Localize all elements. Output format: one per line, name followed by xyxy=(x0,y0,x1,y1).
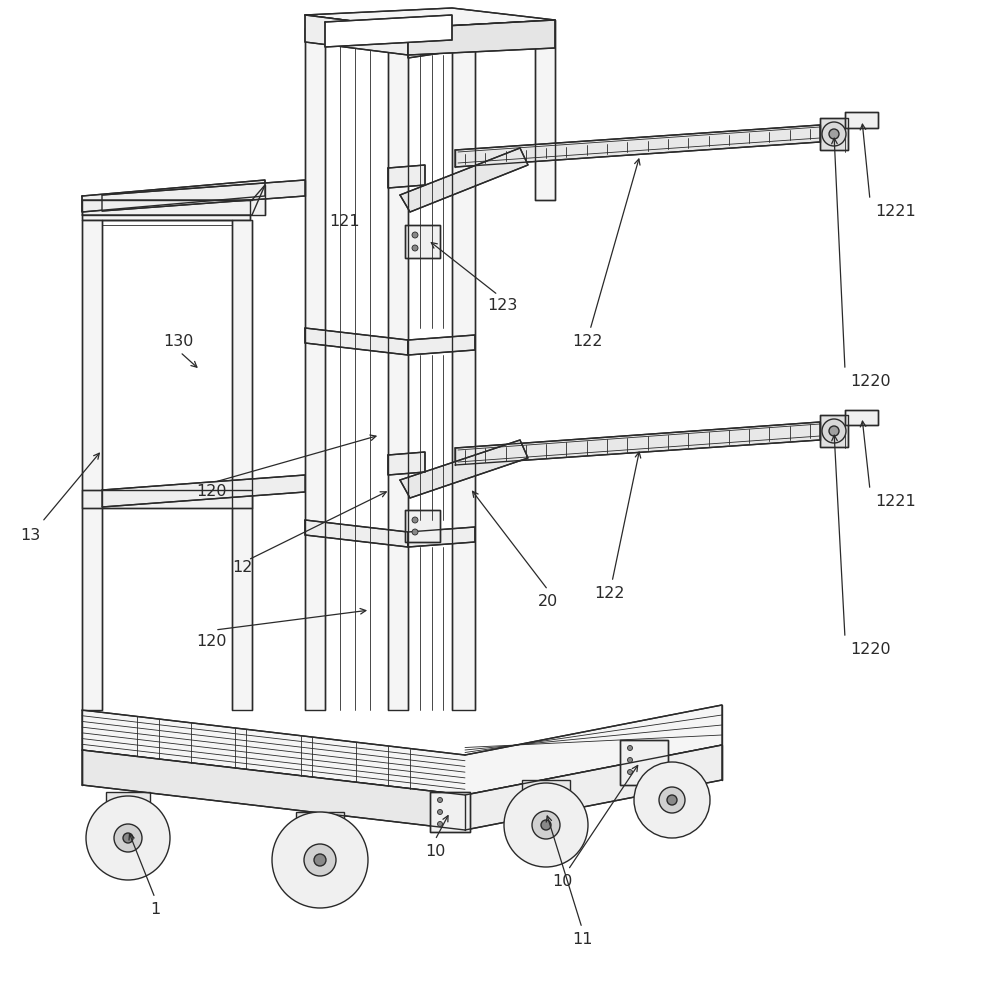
Circle shape xyxy=(314,854,326,866)
Polygon shape xyxy=(305,8,555,28)
Polygon shape xyxy=(400,440,528,498)
Text: 1220: 1220 xyxy=(850,374,891,389)
Text: 1: 1 xyxy=(150,902,161,918)
Circle shape xyxy=(412,529,418,535)
Circle shape xyxy=(437,822,443,826)
Text: 121: 121 xyxy=(330,215,361,230)
Polygon shape xyxy=(522,780,570,796)
Polygon shape xyxy=(82,750,465,830)
Text: 10: 10 xyxy=(425,844,445,859)
Circle shape xyxy=(541,820,551,830)
Circle shape xyxy=(272,812,368,908)
Polygon shape xyxy=(452,42,475,710)
Circle shape xyxy=(627,746,632,750)
Polygon shape xyxy=(82,200,250,220)
Polygon shape xyxy=(408,335,475,355)
Text: 120: 120 xyxy=(197,485,227,499)
Polygon shape xyxy=(845,112,878,128)
Polygon shape xyxy=(845,410,878,425)
Circle shape xyxy=(437,810,443,814)
Text: 11: 11 xyxy=(572,932,593,948)
Circle shape xyxy=(822,122,846,146)
Circle shape xyxy=(86,796,170,880)
Circle shape xyxy=(114,824,142,852)
Polygon shape xyxy=(388,42,408,710)
Polygon shape xyxy=(82,185,265,215)
Polygon shape xyxy=(820,118,848,150)
Polygon shape xyxy=(388,165,425,188)
Text: 120: 120 xyxy=(197,635,227,650)
Text: 1221: 1221 xyxy=(875,205,916,220)
Circle shape xyxy=(412,245,418,251)
Text: 12: 12 xyxy=(232,560,252,576)
Circle shape xyxy=(829,426,839,436)
Polygon shape xyxy=(325,15,452,47)
Polygon shape xyxy=(620,740,668,785)
Polygon shape xyxy=(82,180,265,212)
Polygon shape xyxy=(430,792,470,832)
Polygon shape xyxy=(102,180,305,211)
Polygon shape xyxy=(82,490,252,508)
Circle shape xyxy=(123,833,133,843)
Text: 122: 122 xyxy=(573,334,604,350)
Polygon shape xyxy=(106,792,150,808)
Polygon shape xyxy=(408,527,475,547)
Polygon shape xyxy=(405,225,440,258)
Polygon shape xyxy=(82,220,102,710)
Polygon shape xyxy=(232,220,252,710)
Polygon shape xyxy=(305,520,408,547)
Polygon shape xyxy=(400,148,528,212)
Polygon shape xyxy=(305,15,408,55)
Polygon shape xyxy=(82,705,722,795)
Circle shape xyxy=(627,770,632,774)
Circle shape xyxy=(437,798,443,802)
Polygon shape xyxy=(455,125,820,167)
Text: 1221: 1221 xyxy=(875,494,916,510)
Text: 122: 122 xyxy=(595,586,625,601)
Text: 10: 10 xyxy=(552,874,572,890)
Circle shape xyxy=(532,811,560,839)
Text: 130: 130 xyxy=(163,334,193,350)
Polygon shape xyxy=(305,28,325,710)
Polygon shape xyxy=(405,510,440,542)
Polygon shape xyxy=(305,328,408,355)
Circle shape xyxy=(627,758,632,762)
Text: 1220: 1220 xyxy=(850,643,891,658)
Text: 123: 123 xyxy=(487,298,517,312)
Polygon shape xyxy=(408,20,555,55)
Polygon shape xyxy=(102,475,305,507)
Polygon shape xyxy=(820,415,848,447)
Polygon shape xyxy=(535,20,555,200)
Circle shape xyxy=(822,419,846,443)
Circle shape xyxy=(829,129,839,139)
Circle shape xyxy=(634,762,710,838)
Polygon shape xyxy=(465,745,722,830)
Circle shape xyxy=(504,783,588,867)
Circle shape xyxy=(412,517,418,523)
Polygon shape xyxy=(296,812,344,828)
Polygon shape xyxy=(408,20,555,58)
Circle shape xyxy=(659,787,685,813)
Circle shape xyxy=(667,795,677,805)
Polygon shape xyxy=(388,452,425,475)
Circle shape xyxy=(412,232,418,238)
Circle shape xyxy=(304,844,336,876)
Polygon shape xyxy=(455,422,820,465)
Text: 20: 20 xyxy=(538,594,558,609)
Text: 13: 13 xyxy=(20,528,40,542)
